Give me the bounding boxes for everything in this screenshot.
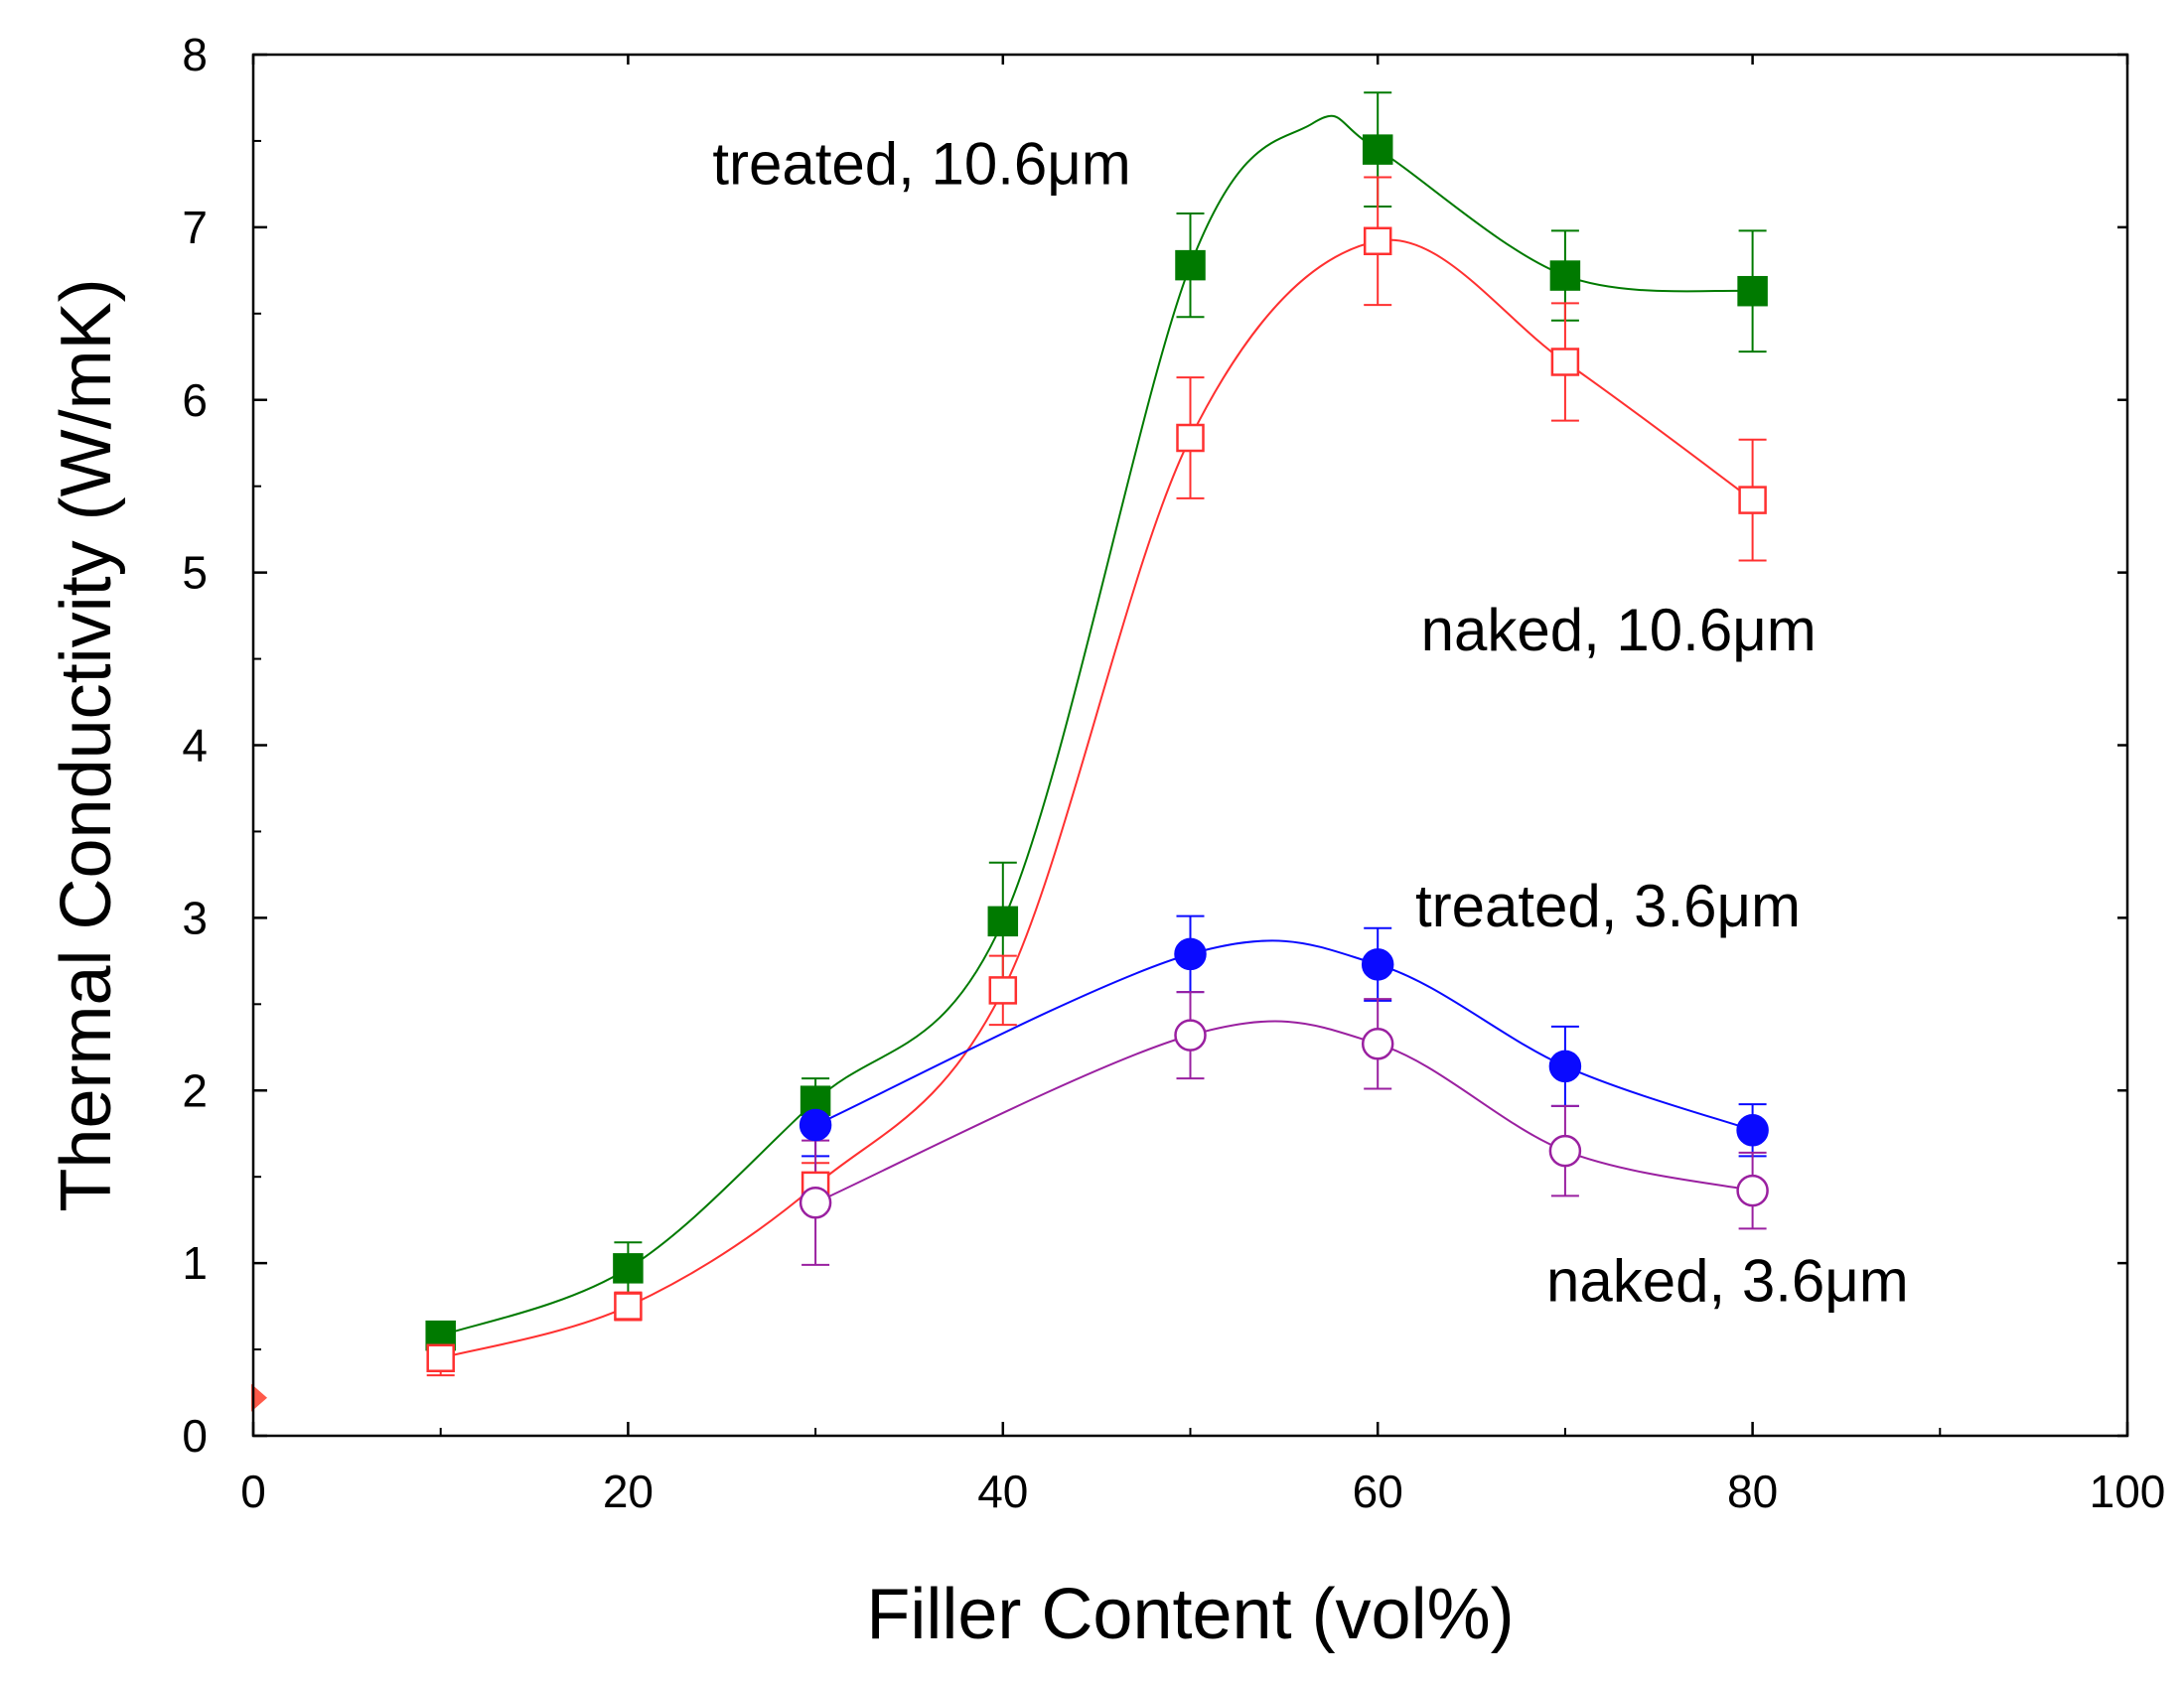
point-naked-3-6-m (1361, 1028, 1394, 1060)
x-tick-label: 60 (1353, 1466, 1403, 1517)
x-axis-title: Filler Content (vol%) (866, 1575, 1514, 1654)
series-labels: treated, 10.6μm naked, 10.6μm treated, 3.6… (712, 130, 1908, 1314)
point-treated-10-6-m (613, 1253, 644, 1284)
y-tick-label: 7 (182, 202, 208, 253)
curve-treated-3-6-m (814, 939, 1753, 1132)
point-treated-10-6-m (1549, 260, 1581, 291)
point-naked-3-6-m (1736, 1174, 1769, 1207)
fitted-curves (440, 114, 1754, 1359)
curve-naked-3-6-m (814, 1020, 1753, 1204)
y-tick-label: 0 (182, 1410, 208, 1462)
series-label-treated-10-6-m: treated, 10.6μm (712, 130, 1130, 197)
point-base-matrix (251, 1383, 267, 1412)
y-tick-label: 2 (182, 1064, 208, 1116)
y-tick-label: 4 (182, 720, 208, 772)
x-tick-label: 80 (1727, 1466, 1778, 1517)
point-naked-10-6-m (1738, 486, 1767, 514)
point-naked-3-6-m (1174, 1019, 1207, 1052)
series-label-naked-3-6-m: naked, 3.6μm (1546, 1247, 1909, 1314)
x-tick-label: 20 (603, 1466, 654, 1517)
x-tick-label: 100 (2090, 1466, 2166, 1517)
y-tick-label: 5 (182, 547, 208, 599)
curve-naked-10-6-m (440, 238, 1754, 1359)
point-treated-10-6-m (1737, 275, 1768, 307)
y-tick-label: 1 (182, 1237, 208, 1289)
curve-treated-10-6-m (440, 114, 1753, 1337)
series-label-treated-3-6-m: treated, 3.6μm (1415, 873, 1801, 939)
x-tick-label: 40 (977, 1466, 1028, 1517)
point-treated-3-6-m (1174, 937, 1207, 971)
point-treated-3-6-m (1361, 948, 1394, 981)
point-naked-10-6-m (1363, 226, 1392, 256)
point-naked-10-6-m (614, 1292, 643, 1321)
point-naked-10-6-m (1550, 348, 1580, 376)
point-treated-10-6-m (1175, 249, 1206, 281)
y-tick-label: 3 (182, 892, 208, 943)
point-treated-3-6-m (799, 1108, 832, 1142)
point-treated-10-6-m (1362, 134, 1393, 165)
point-naked-3-6-m (1548, 1134, 1582, 1168)
point-treated-3-6-m (1736, 1113, 1769, 1147)
point-naked-10-6-m (988, 976, 1018, 1005)
data-points (251, 134, 1769, 1412)
y-tick-label: 6 (182, 374, 208, 426)
point-naked-10-6-m (1176, 423, 1205, 453)
axes: 0 20 40 60 80 100 0 1 2 3 4 5 6 7 8 (182, 29, 2165, 1517)
point-treated-3-6-m (1548, 1050, 1582, 1083)
y-axis-title: Thermal Conductivity (W/mK) (47, 278, 126, 1211)
x-tick-label: 0 (240, 1466, 266, 1517)
point-naked-3-6-m (799, 1187, 832, 1219)
y-tick-label: 8 (182, 29, 208, 80)
point-treated-10-6-m (987, 906, 1019, 937)
point-naked-10-6-m (426, 1343, 455, 1373)
series-label-naked-10-6-m: naked, 10.6μm (1421, 597, 1817, 663)
